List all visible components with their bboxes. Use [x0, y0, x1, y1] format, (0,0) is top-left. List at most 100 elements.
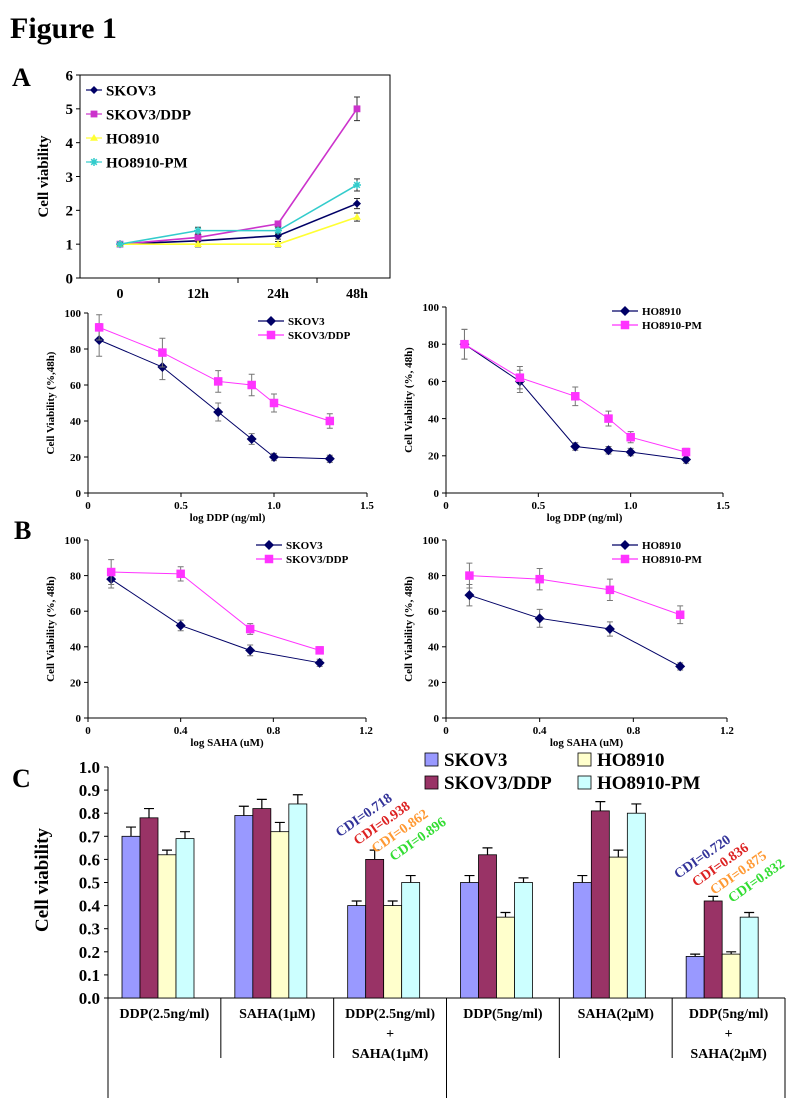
asterisk-marker [90, 158, 98, 166]
series-line [469, 594, 681, 667]
x-category-label: SAHA(2μM) [690, 1047, 767, 1062]
x-tick-label: 12h [187, 287, 209, 302]
y-tick-label: 100 [65, 535, 82, 547]
series-skov3-ddp: SKOV3/DDP [94, 314, 351, 429]
triangle-marker [274, 240, 282, 247]
x-axis-label: log DDP (ng/ml) [190, 512, 266, 524]
legend-label: HO8910 [642, 306, 682, 318]
x-tick-label: 0 [85, 725, 91, 737]
error-bar [518, 877, 529, 883]
series-line [98, 339, 330, 460]
square-marker [194, 234, 202, 241]
axes [445, 540, 727, 719]
legend-swatch [424, 752, 439, 767]
y-tick-label: 40 [428, 413, 440, 425]
chart-A: 0 1 2 3 4 5 6 0 12h 24h 48h Cell viability SKOV3 SKOV… [36, 68, 391, 302]
error-bar [690, 953, 701, 957]
error-bar [256, 798, 267, 809]
bar [234, 815, 254, 999]
diamond-marker [324, 453, 335, 464]
legend-swatch [577, 775, 592, 790]
panel-label-C: C [12, 764, 31, 793]
bar [288, 803, 308, 999]
x-tick-label: 1.5 [716, 500, 730, 512]
y-tick-label: 1 [66, 237, 74, 253]
bar-group [572, 801, 646, 999]
bar [383, 905, 403, 999]
error-bar [274, 821, 285, 832]
figure-title: Figure 1 [10, 12, 117, 45]
square-marker [264, 554, 274, 564]
x-category-label: SAHA(1μM) [239, 1007, 316, 1022]
y-tick-label: 20 [428, 677, 440, 689]
y-axis-label: Cell Viability (%, 48h) [403, 347, 415, 453]
x-tick-label: 0.4 [174, 725, 188, 737]
y-tick-label: 0 [434, 713, 440, 725]
diamond-marker [90, 86, 98, 94]
chart-B2: 0 20 40 60 80 100 0 0.5 1.0 1.5 log DDP (ng/ml) Cel… [403, 302, 730, 524]
series-skov3-ddp: SKOV3/DDP [86, 96, 361, 248]
error-bar [387, 900, 398, 906]
error-bar [613, 849, 624, 858]
x-tick-label: 1.0 [624, 500, 638, 512]
legend-label: SKOV3/DDP [106, 108, 191, 124]
series-line [119, 184, 358, 245]
legend-swatch [424, 775, 439, 790]
error-bar [351, 900, 362, 906]
x-axis-label: log SAHA (uM) [190, 737, 264, 749]
series-ho8910-pm: HO8910-PM [460, 320, 702, 457]
axes [87, 540, 366, 719]
y-tick-label: 60 [428, 376, 440, 388]
y-tick-label: 0 [76, 488, 82, 500]
chart-C: 0.0 0.1 0.2 0.3 0.4 0.5 0.6 0.7 0.8 0.9 1.0 Cell vi… [32, 750, 788, 1098]
y-axis-label: Cell Viability (%, 48h) [403, 576, 415, 682]
y-tick-label: 60 [70, 606, 82, 618]
triangle-marker [90, 134, 98, 141]
x-tick-label: 1.5 [360, 500, 374, 512]
series-line [111, 571, 320, 651]
series-line [98, 326, 330, 422]
square-marker [106, 567, 116, 577]
diamond-marker [264, 540, 274, 550]
bar [608, 856, 628, 999]
diamond-marker [675, 661, 686, 672]
bar [703, 900, 723, 999]
bar [460, 882, 479, 999]
y-tick-label: 1.0 [79, 758, 100, 777]
bar-group [121, 807, 195, 999]
x-category-label: + [725, 1027, 733, 1042]
y-tick-label: 60 [70, 380, 82, 392]
diamond-marker [620, 306, 630, 316]
square-marker [266, 330, 276, 340]
square-marker [274, 220, 282, 228]
chart-B1: 0 20 40 60 80 100 0 0.5 1.0 1.5 log DDP (ng/ml) Cel… [45, 308, 374, 524]
bar-group [347, 849, 421, 999]
bar [270, 831, 290, 999]
error-bar [595, 801, 606, 811]
square-marker [620, 554, 630, 564]
bar [496, 916, 515, 999]
square-marker [535, 574, 544, 584]
bar [739, 916, 759, 999]
bar [347, 905, 367, 999]
series-ho8910-pm: HO8910-PM [86, 156, 361, 249]
y-tick-label: 20 [70, 677, 82, 689]
error-bar [482, 847, 493, 855]
error-bar [405, 874, 416, 883]
bar [139, 817, 159, 999]
diamond-marker [213, 407, 224, 417]
bar [175, 838, 195, 999]
diamond-marker [625, 447, 636, 458]
square-marker [247, 380, 256, 390]
asterisk-marker [353, 180, 361, 189]
x-category-label: DDP(5ng/ml) [689, 1007, 769, 1022]
square-marker [620, 320, 630, 330]
bar [514, 882, 533, 999]
diamond-marker [603, 445, 614, 456]
bar [721, 953, 741, 999]
axes [107, 767, 785, 999]
square-marker [605, 585, 615, 595]
triangle-marker [353, 213, 361, 220]
asterisk-marker [194, 226, 202, 235]
